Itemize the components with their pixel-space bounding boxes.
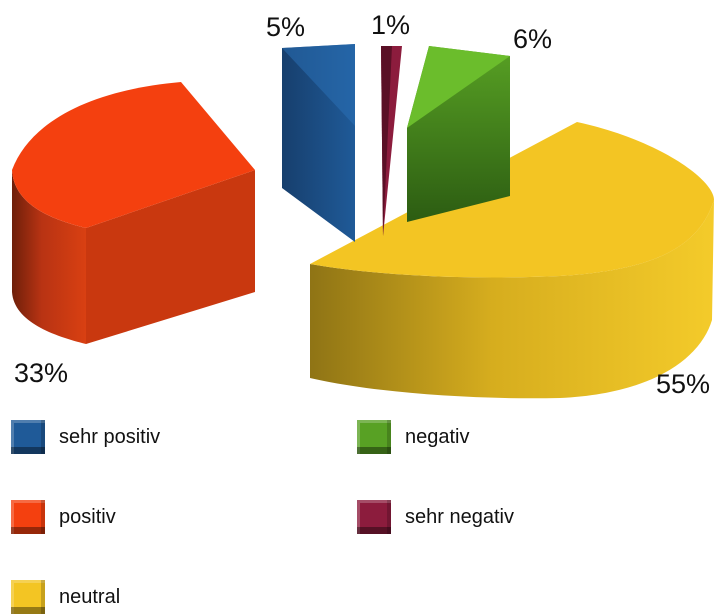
slice-positiv-side	[12, 170, 86, 344]
legend-label-sehr-positiv: sehr positiv	[59, 425, 161, 448]
legend-swatch-negativ	[357, 420, 391, 454]
slice-neutral-side	[310, 200, 714, 399]
slice-positiv-top	[12, 82, 255, 228]
slice-sehr-negativ-edge	[381, 46, 392, 236]
legend-label-negativ: negativ	[405, 425, 470, 448]
slice-neutral	[310, 122, 714, 399]
legend-item-positiv: positiv	[11, 500, 116, 534]
legend-label-neutral: neutral	[59, 585, 121, 608]
slice-negativ-top	[407, 46, 510, 128]
legend-item-sehr-positiv: sehr positiv	[11, 420, 160, 454]
label-negativ: 6%	[513, 24, 553, 54]
legend-label-positiv: positiv	[59, 505, 116, 528]
legend-swatch-positiv	[11, 500, 45, 534]
slice-negativ	[407, 46, 510, 222]
slice-sehr-positiv-top	[282, 44, 355, 126]
legend-item-negativ: negativ	[357, 420, 470, 454]
label-neutral: 55%	[656, 369, 711, 399]
legend-swatch-sehr-positiv	[11, 420, 45, 454]
legend-label-sehr-negativ: sehr negativ	[405, 505, 514, 528]
legend-item-neutral: neutral	[11, 580, 120, 614]
slice-sehr-positiv	[282, 44, 355, 242]
slice-neutral-top	[310, 122, 714, 278]
legend-swatch-neutral	[11, 580, 45, 614]
legend-item-sehr-negativ: sehr negativ	[357, 500, 514, 534]
label-sehr-negativ: 1%	[371, 10, 411, 40]
label-sehr-positiv: 5%	[266, 12, 306, 42]
legend-swatch-sehr-negativ	[357, 500, 391, 534]
label-positiv: 33%	[14, 358, 69, 388]
slice-positiv	[12, 82, 255, 344]
slice-sehr-negativ	[381, 46, 402, 236]
